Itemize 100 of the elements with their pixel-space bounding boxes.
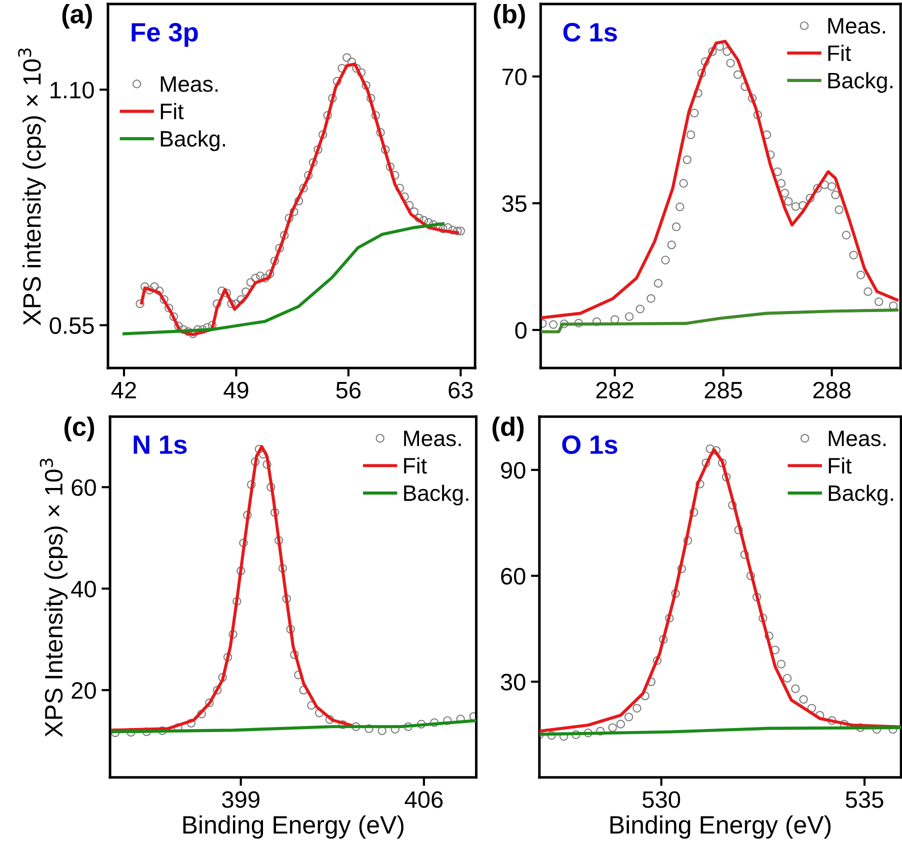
point [654,278,663,288]
point [636,304,644,314]
point [676,202,684,212]
y-tick-label: 60 [501,568,526,585]
point [661,256,670,264]
point [728,500,737,510]
point [290,650,299,659]
point [815,710,824,720]
point [696,480,704,488]
x-tick-label: 406 [404,791,443,808]
legend-label: Backg. [404,484,468,506]
legend-label: Meas. [404,430,461,446]
point [658,634,668,644]
point [232,596,242,606]
legend-label: Fit [828,457,852,474]
point [624,312,634,321]
point [352,722,360,732]
legend-label: Fit [828,44,852,62]
legend-label: Meas. [828,430,886,446]
point [548,320,558,329]
y-tick-label: 20 [72,682,96,699]
point [364,724,374,734]
point [416,720,426,728]
legend-label: Meas. [160,76,218,92]
point [616,720,626,728]
point [652,656,662,665]
point [722,47,732,56]
legend-label: Fit [160,102,184,120]
point [572,730,580,740]
point [752,592,762,602]
x-tick-label: 530 [642,791,680,808]
y-axis-title: XPS Intensity (cps) × 10$^{3}$ [40,458,68,737]
y-tick-label: 0.55 [50,317,94,334]
point [812,184,822,193]
point [278,564,288,573]
point [828,716,836,725]
point [223,652,232,662]
point [186,718,196,728]
point [856,270,866,280]
point [212,686,222,694]
x-tick-label: 399 [222,791,260,808]
y-axis-title: XPS intensity (cps) × 10$^{3}$ [18,48,46,326]
y-tick-label: 70 [502,68,527,86]
point [766,150,775,160]
point [205,698,214,708]
point [726,58,735,68]
point [250,457,260,466]
annotation: N 1s [134,436,187,454]
point [784,197,793,206]
point [764,631,774,640]
x-axis-title: Binding Energy (eV) [610,815,831,839]
point [672,222,681,232]
point [702,458,710,468]
y-tick-label: 0 [515,322,527,339]
point [592,317,602,326]
point [791,202,800,211]
annotation: C 1s [563,22,617,42]
point [733,70,742,80]
point [746,571,756,580]
line-series [540,308,898,334]
x-tick-label: 42 [111,382,136,398]
point [677,564,686,574]
point [624,712,634,722]
chart-title: (a) [62,4,92,29]
point [874,297,884,306]
point [274,536,284,545]
legend-label: Meas. [828,18,885,34]
point [690,108,699,118]
point [748,94,757,103]
chart-title: (d) [492,416,524,442]
point [806,194,815,203]
point [665,614,674,623]
point [547,731,556,740]
legend-label: Fit [404,457,427,474]
point [218,673,227,682]
point [740,82,750,91]
y-tick-label: 90 [501,462,526,479]
point [708,47,717,56]
point [584,728,593,738]
point [722,472,731,482]
point [239,538,248,548]
point [776,178,786,188]
point [791,684,800,694]
y-tick-label: 1.10 [50,82,94,98]
y-tick-label: 35 [502,195,526,212]
point [834,205,844,214]
x-tick-label: 49 [224,382,248,399]
x-tick-label: 282 [596,382,634,399]
point [560,319,569,328]
point [266,482,276,492]
point [243,510,252,520]
point [596,726,605,736]
point [286,624,295,634]
point [831,190,840,200]
x-axis-title: Binding Energy (eV) [183,815,404,839]
point [574,318,584,328]
point [325,715,334,724]
chart-title: (b) [494,4,525,29]
x-tick-label: 535 [846,791,884,808]
x-tick-label: 288 [813,382,851,399]
